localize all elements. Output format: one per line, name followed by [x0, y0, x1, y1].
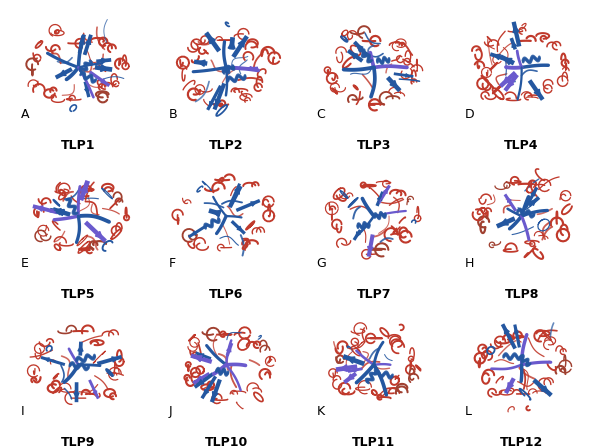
Text: TLP6: TLP6 — [209, 288, 244, 301]
Text: TLP10: TLP10 — [205, 436, 248, 446]
Text: D: D — [464, 108, 474, 121]
Text: B: B — [169, 108, 178, 121]
Text: C: C — [317, 108, 325, 121]
Text: E: E — [21, 257, 29, 270]
Text: TLP12: TLP12 — [500, 436, 543, 446]
Text: TLP8: TLP8 — [505, 288, 539, 301]
Text: J: J — [169, 405, 172, 418]
Text: TLP3: TLP3 — [356, 139, 391, 152]
Text: F: F — [169, 257, 176, 270]
Text: TLP11: TLP11 — [352, 436, 395, 446]
Text: TLP5: TLP5 — [61, 288, 95, 301]
Text: A: A — [21, 108, 29, 121]
Text: I: I — [21, 405, 25, 418]
Text: TLP2: TLP2 — [209, 139, 244, 152]
Text: G: G — [317, 257, 326, 270]
Text: TLP9: TLP9 — [61, 436, 95, 446]
Text: K: K — [317, 405, 325, 418]
Text: TLP4: TLP4 — [505, 139, 539, 152]
Text: H: H — [464, 257, 474, 270]
Text: TLP7: TLP7 — [356, 288, 391, 301]
Text: TLP1: TLP1 — [61, 139, 95, 152]
Text: L: L — [464, 405, 472, 418]
